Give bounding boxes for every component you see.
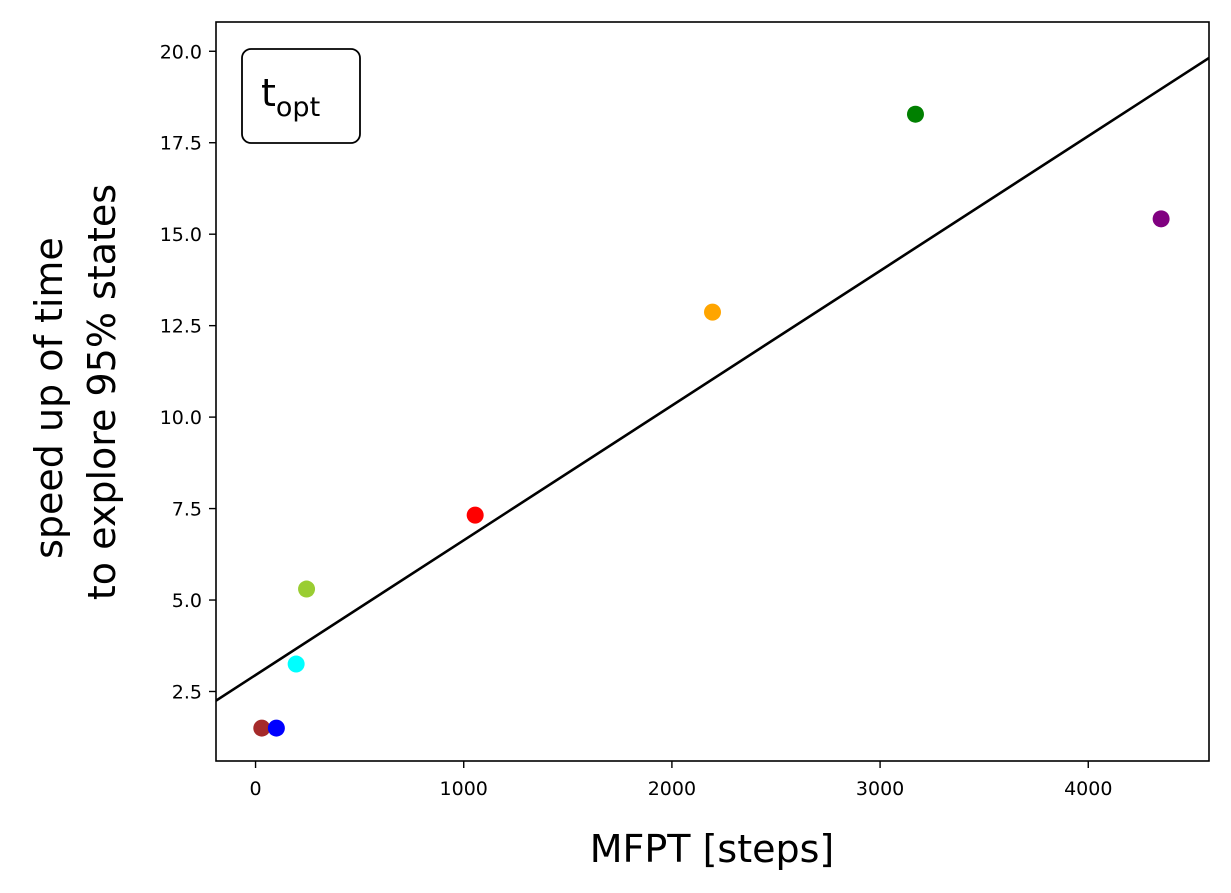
data-point-2 xyxy=(287,655,305,673)
x-tick-label-3000: 3000 xyxy=(856,778,904,800)
data-point-4 xyxy=(466,506,484,524)
y-tick-label-20: 20.0 xyxy=(160,41,202,63)
fit-line xyxy=(216,56,1209,702)
x-axis-title: MFPT [steps] xyxy=(590,827,835,871)
x-tick-label-2000: 2000 xyxy=(648,778,696,800)
plot-frame xyxy=(215,21,1210,762)
y-tick-label-10: 10.0 xyxy=(160,407,202,429)
x-tick-label-0: 0 xyxy=(250,778,262,800)
y-tick-label-2.5: 2.5 xyxy=(172,681,202,703)
y-tick-label-7.5: 7.5 xyxy=(172,499,202,521)
y-axis-title-line-2: to explore 95% states xyxy=(80,184,124,600)
x-tick-label-4000: 4000 xyxy=(1064,778,1112,800)
annotation-main: t xyxy=(261,71,276,115)
y-tick-label-17.5: 17.5 xyxy=(160,133,202,155)
svg-text:topt: topt xyxy=(261,71,320,123)
annotation-box: topt xyxy=(241,48,361,144)
data-point-3 xyxy=(298,580,316,598)
y-axis-title: speed up of time to explore 95% states xyxy=(27,184,124,600)
y-tick-label-5: 5.0 xyxy=(172,590,202,612)
data-point-1 xyxy=(267,719,285,737)
data-point-5 xyxy=(704,303,721,321)
y-tick-label-12.5: 12.5 xyxy=(160,316,202,338)
data-point-6 xyxy=(906,105,924,123)
data-point-0 xyxy=(253,719,271,737)
data-point-7 xyxy=(1152,210,1170,228)
annotation-subscript: opt xyxy=(276,92,320,123)
y-tick-label-15: 15.0 xyxy=(160,224,202,246)
y-axis-title-line-1: speed up of time xyxy=(27,237,71,559)
x-tick-label-1000: 1000 xyxy=(440,778,488,800)
